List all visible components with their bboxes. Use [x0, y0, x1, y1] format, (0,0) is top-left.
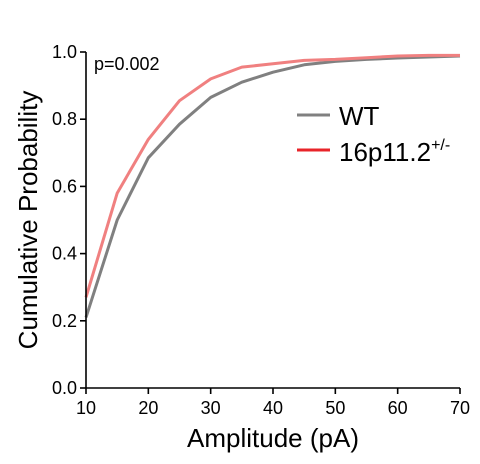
legend: WT 16p11.2+/- [297, 101, 450, 167]
plot-lines [84, 53, 461, 318]
legend-label-16p11: 16p11.2+/- [339, 137, 450, 167]
p-value-annotation: p=0.002 [94, 54, 160, 74]
y-ticks: 0.0 0.2 0.4 0.6 0.8 1.0 [52, 42, 86, 398]
y-tick-label: 1.0 [52, 42, 77, 62]
y-tick-label: 0.2 [52, 311, 77, 331]
x-tick-label: 40 [263, 398, 283, 418]
x-tick-label: 30 [201, 398, 221, 418]
x-tick-label: 70 [450, 398, 470, 418]
x-tick-label: 50 [325, 398, 345, 418]
series-line-wt [84, 54, 461, 318]
legend-label-wt: WT [339, 101, 380, 131]
y-tick-label: 0.6 [52, 176, 77, 196]
y-tick-label: 0.4 [52, 244, 77, 264]
legend-label-16p11-superscript: +/- [431, 137, 450, 154]
x-tick-label: 60 [388, 398, 408, 418]
x-tick-label: 10 [76, 398, 96, 418]
axes: 0.0 0.2 0.4 0.6 0.8 1.0 10 20 30 40 50 60 70 [52, 42, 470, 418]
y-tick-label: 0.0 [52, 378, 77, 398]
y-axis-label: Cumulative Probability [13, 91, 43, 350]
x-axis-label: Amplitude (pA) [187, 423, 359, 453]
legend-label-16p11-main: 16p11.2 [339, 137, 431, 167]
x-ticks: 10 20 30 40 50 60 70 [76, 388, 470, 418]
series-line-16p11 [84, 53, 460, 298]
x-tick-label: 20 [138, 398, 158, 418]
y-tick-label: 0.8 [52, 109, 77, 129]
